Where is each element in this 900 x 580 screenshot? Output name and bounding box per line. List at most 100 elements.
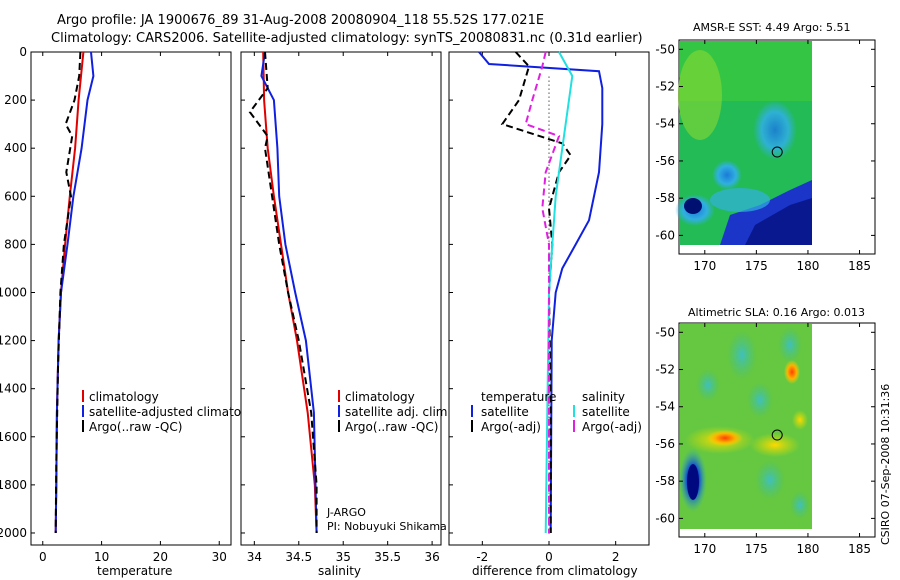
series-line xyxy=(54,51,82,534)
y-tick-label: 0 xyxy=(19,45,27,59)
sla-field-cool-eddy xyxy=(747,382,773,418)
sla-map-panel: Altimetric SLA: 0.16 Argo: 0.013 170 175 1… xyxy=(655,306,876,556)
legend-satellite-label: satellite adj. clim. xyxy=(345,405,451,419)
x-tick-label: 175 xyxy=(745,542,768,556)
sst-map-title: AMSR-E SST: 4.49 Argo: 5.51 xyxy=(693,21,851,34)
temperature-series xyxy=(54,51,95,534)
legend-temp-argo-label: Argo(-adj) xyxy=(481,420,541,434)
salinity-panel: 34 34.5 35 35.5 36 salinity climatology sate… xyxy=(240,51,451,578)
y-tick-label: 200 xyxy=(4,93,27,107)
sst-field-cold-core xyxy=(684,198,702,214)
temperature-legend: climatology satellite-adjusted climatolo… xyxy=(82,390,267,434)
sst-float-marker xyxy=(771,146,783,158)
y-tick-label: -56 xyxy=(655,437,675,451)
sst-field-transition xyxy=(710,188,770,212)
x-tick-label: 170 xyxy=(693,259,716,273)
salinity-x-axis: 34 34.5 35 35.5 36 xyxy=(247,52,440,564)
sla-field-hot-spot xyxy=(707,430,743,446)
depth-axis: 0 200 400 600 800 1000 1200 1400 1600 1800 2000 xyxy=(0,45,35,540)
temperature-xlabel: temperature xyxy=(97,564,172,578)
x-tick-label: -2 xyxy=(476,550,488,564)
x-tick-label: 180 xyxy=(796,542,819,556)
y-tick-label: 1200 xyxy=(0,334,27,348)
legend-temp-satellite-label: satellite xyxy=(481,405,529,419)
y-tick-label: -54 xyxy=(655,117,675,131)
y-tick-label: 1600 xyxy=(0,430,27,444)
x-tick-label: 175 xyxy=(745,259,768,273)
series-line xyxy=(262,51,318,534)
salinity-xlabel: salinity xyxy=(318,564,361,578)
series-line xyxy=(544,51,574,534)
sla-x-axis: 170 175 180 185 xyxy=(693,323,871,556)
series-line xyxy=(524,51,561,533)
x-tick-label: 170 xyxy=(693,542,716,556)
salinity-axes-box xyxy=(240,51,442,546)
y-tick-label: -56 xyxy=(655,154,675,168)
x-tick-label: 35 xyxy=(336,550,351,564)
sla-field-cool-eddy xyxy=(778,327,802,363)
difference-panel: -2 0 2 difference from climatology tempera… xyxy=(448,51,650,578)
x-tick-label: 10 xyxy=(94,550,109,564)
difference-x-axis: -2 0 2 xyxy=(476,52,619,564)
x-tick-label: 2 xyxy=(612,550,620,564)
sst-field-cold-front xyxy=(745,198,812,245)
legend-temperature-header: temperature xyxy=(481,390,556,404)
y-tick-label: 1800 xyxy=(0,478,27,492)
salinity-legend: climatology satellite adj. clim. Argo(..… xyxy=(338,390,451,434)
sla-field-cool-eddy xyxy=(790,491,810,519)
sla-field-warm-band xyxy=(750,433,800,457)
y-tick-label: 1400 xyxy=(0,382,27,396)
difference-legend: temperature salinity satellite Argo(-adj… xyxy=(471,390,642,434)
y-tick-label: -54 xyxy=(655,400,675,414)
sla-field-cool-eddy xyxy=(755,460,785,500)
salinity-series xyxy=(248,51,318,534)
x-tick-label: 0 xyxy=(545,550,553,564)
legend-sal-satellite-label: satellite xyxy=(582,405,630,419)
sla-map-title: Altimetric SLA: 0.16 Argo: 0.013 xyxy=(688,306,865,319)
x-tick-label: 35.5 xyxy=(374,550,401,564)
sla-field-low-core xyxy=(687,464,699,500)
difference-xlabel: difference from climatology xyxy=(472,564,638,578)
y-tick-label: 2000 xyxy=(0,526,27,540)
legend-climatology-label: climatology xyxy=(345,390,415,404)
y-tick-label: -60 xyxy=(655,511,675,525)
figure-title-line2: Climatology: CARS2006. Satellite-adjuste… xyxy=(51,31,643,46)
sla-field-cool-eddy xyxy=(696,369,720,401)
legend-climatology-label: climatology xyxy=(89,390,159,404)
y-tick-label: -50 xyxy=(655,42,675,56)
y-tick-label: 1000 xyxy=(0,285,27,299)
temperature-axes-box xyxy=(30,51,232,546)
pi-label: PI: Nobuyuki Shikama xyxy=(327,520,447,533)
sst-map-panel: AMSR-E SST: 4.49 Argo: 5.51 170 175 180 185… xyxy=(655,21,876,273)
temperature-panel: 0 200 400 600 800 1000 1200 1400 1600 1800 2000 0 1… xyxy=(0,45,267,578)
x-tick-label: 34.5 xyxy=(285,550,312,564)
figure-title-line1: Argo profile: JA 1900676_89 31-Aug-2008 … xyxy=(57,13,544,28)
y-ticks xyxy=(241,51,245,534)
sla-field-hot-spot xyxy=(784,360,800,384)
x-tick-label: 0 xyxy=(39,550,47,564)
sla-y-axis: -50 -52 -54 -56 -58 -60 xyxy=(655,325,875,525)
x-tick-label: 34 xyxy=(247,550,262,564)
legend-sal-argo-label: Argo(-adj) xyxy=(582,420,642,434)
legend-satellite-label: satellite-adjusted climatology xyxy=(89,405,267,419)
y-tick-label: -58 xyxy=(655,474,675,488)
sst-y-axis: -50 -52 -54 -56 -58 -60 xyxy=(655,42,875,242)
legend-salinity-header: salinity xyxy=(582,390,625,404)
difference-series xyxy=(478,51,604,536)
x-tick-label: 36 xyxy=(424,550,439,564)
y-tick-label: -52 xyxy=(655,363,675,377)
legend-argo-label: Argo(..raw -QC) xyxy=(89,420,182,434)
sst-field-cool-eddy xyxy=(712,160,742,190)
y-tick-label: -58 xyxy=(655,191,675,205)
y-tick-label: -50 xyxy=(655,325,675,339)
x-tick-label: 185 xyxy=(848,259,871,273)
sla-field-cool-eddy xyxy=(727,330,757,380)
series-line xyxy=(248,51,318,533)
y-tick-label: 800 xyxy=(4,237,27,251)
x-tick-label: 20 xyxy=(153,550,168,564)
y-tick-label: 600 xyxy=(4,189,27,203)
sst-x-axis: 170 175 180 185 xyxy=(693,40,871,273)
sla-field-hot-spot xyxy=(792,410,808,430)
y-tick-label: -60 xyxy=(655,228,675,242)
